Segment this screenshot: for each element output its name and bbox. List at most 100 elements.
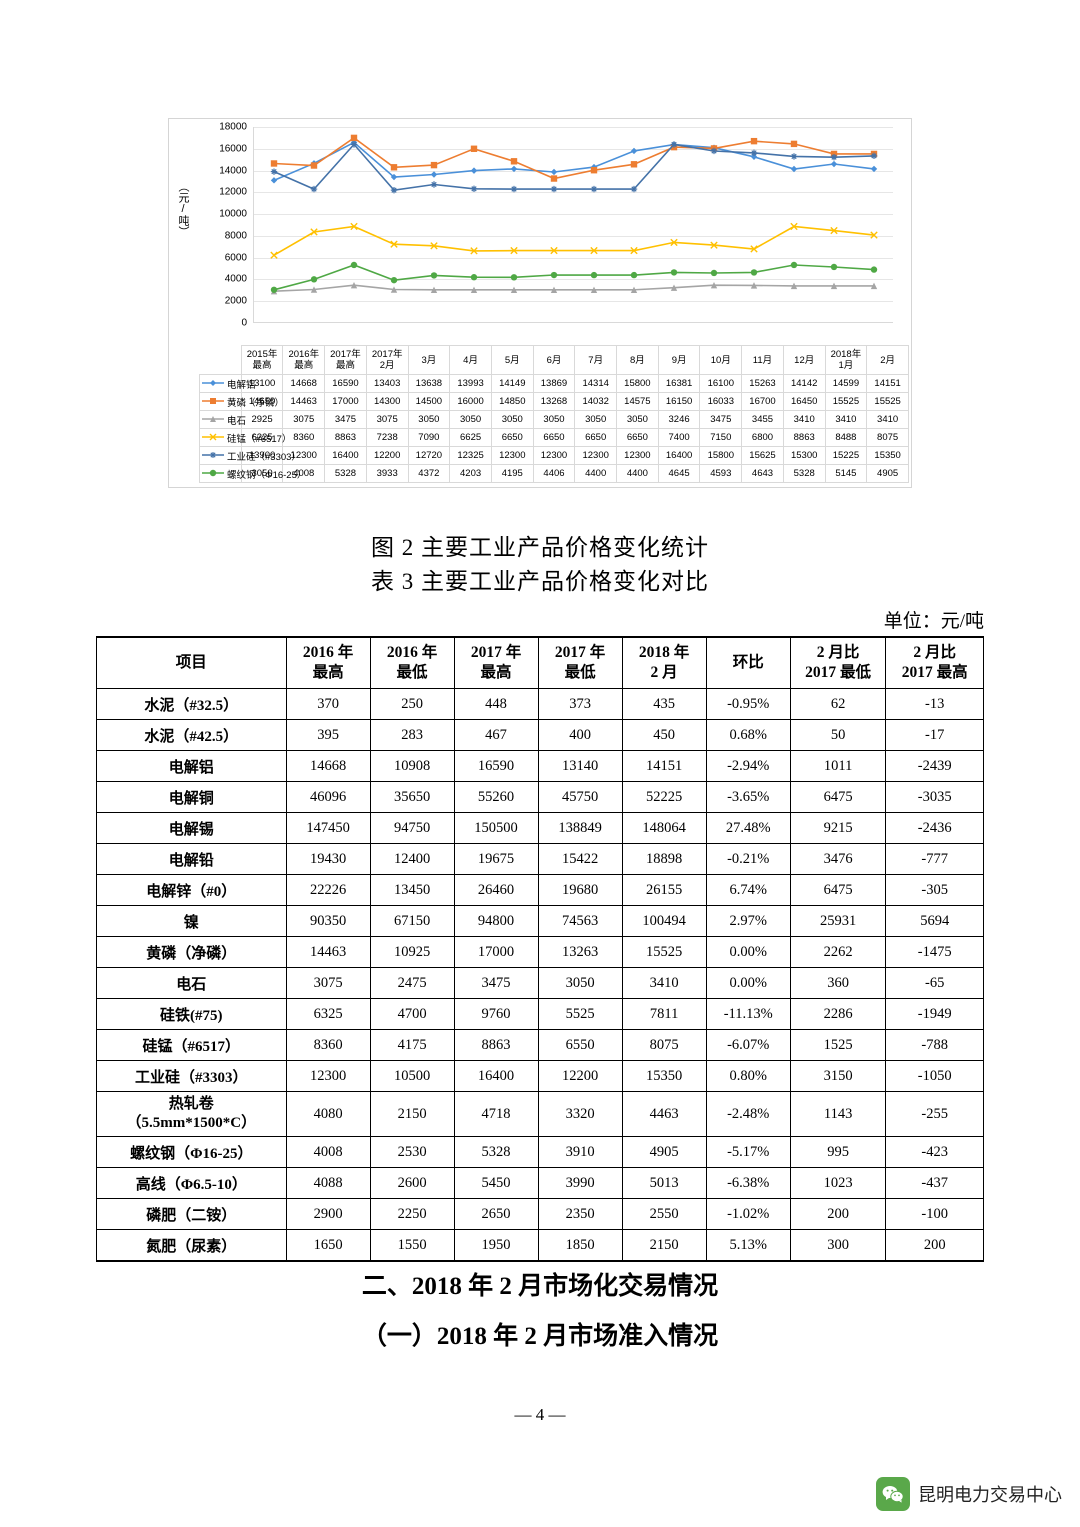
- chart-value-cell: 16400: [324, 446, 367, 465]
- table-row: 硅铁(#75) 6325 4700 9760 5525 7811 -11.13% 2286 -1…: [96, 998, 984, 1030]
- chart-value-cell: 16590: [324, 374, 367, 393]
- table-cell: -5.17%: [705, 1136, 791, 1168]
- table-cell: 4080: [285, 1091, 371, 1137]
- table-cell: 10908: [369, 750, 455, 782]
- table-cell: -788: [885, 1029, 984, 1061]
- table-cell: 147450: [285, 812, 371, 844]
- chart-value-cell: 15300: [782, 446, 826, 465]
- table-row-label: 电解铝: [96, 750, 287, 782]
- table-cell: 13450: [369, 874, 455, 906]
- table-cell: 373: [537, 688, 623, 720]
- table-cell: 10500: [369, 1060, 455, 1092]
- chart-value-cell: 6650: [532, 428, 576, 447]
- table-row: 电解铜 46096 35650 55260 45750 52225 -3.65% 6475 -3…: [96, 781, 984, 813]
- table-cell: 435: [621, 688, 707, 720]
- table-cell: -777: [885, 843, 984, 875]
- table-cell: 62: [789, 688, 887, 720]
- table-cell: -305: [885, 874, 984, 906]
- table-cell: 14463: [285, 936, 371, 968]
- table-cell: 9760: [453, 998, 539, 1030]
- table-cell: -1949: [885, 998, 984, 1030]
- chart-value-cell: 15800: [699, 446, 743, 465]
- chart-y-axis-ticks: 18000 16000 14000 12000 10000 8000 6000 …: [219, 121, 247, 329]
- chart-value-cell: 6650: [616, 428, 659, 447]
- table-cell: 0.00%: [705, 936, 791, 968]
- table-column-header: 环比: [705, 636, 791, 689]
- table-cell: 3410: [621, 967, 707, 999]
- table-cell: 19680: [537, 874, 623, 906]
- chart-value-cell: 6800: [741, 428, 784, 447]
- table-cell: 2350: [537, 1198, 623, 1230]
- chart-value-cell: 12300: [616, 446, 659, 465]
- table-cell: 4700: [369, 998, 455, 1030]
- table-cell: 94800: [453, 905, 539, 937]
- table-cell: 5.13%: [705, 1229, 791, 1262]
- table-cell: 3050: [537, 967, 623, 999]
- chart-value-cell: 4203: [449, 464, 492, 483]
- table-cell: 90350: [285, 905, 371, 937]
- chart-value-cell: 16700: [741, 392, 784, 411]
- chart-value-cell: 13638: [407, 374, 451, 393]
- table-cell: -0.21%: [705, 843, 791, 875]
- table-row: 工业硅（#3303） 12300 10500 16400 12200 15350 0.80%…: [96, 1060, 984, 1092]
- table-cell: 5328: [453, 1136, 539, 1168]
- table-cell: -423: [885, 1136, 984, 1168]
- chart-value-cell: 13268: [532, 392, 576, 411]
- chart-value-cell: 3050: [407, 410, 451, 429]
- chart-value-cell: 7400: [657, 428, 701, 447]
- table-cell: 1650: [285, 1229, 371, 1262]
- table-row: 电解铅 19430 12400 19675 15422 18898 -0.21% 3476 -7…: [96, 843, 984, 875]
- table-header-row: 项目 2016 年最高 2016 年最低 2017 年最高 2017 年最低 2018 年…: [96, 636, 984, 689]
- table-cell: 2550: [621, 1198, 707, 1230]
- table-cell: 3320: [537, 1091, 623, 1137]
- legend-marker-icon: [202, 469, 224, 480]
- table-row-label: 镍: [96, 905, 287, 937]
- table-cell: 1550: [369, 1229, 455, 1262]
- chart-figure: （元/吨） 18000 16000 14000 12000 10000 8000…: [168, 118, 912, 488]
- chart-value-cell: 15625: [741, 446, 784, 465]
- table-cell: 0.68%: [705, 719, 791, 751]
- chart-y-axis-label: （元/吨）: [177, 181, 189, 237]
- chart-value-cell: 15225: [824, 446, 868, 465]
- chart-value-cell: 4593: [699, 464, 743, 483]
- chart-legend-item: 螺纹钢（Φ16-25）: [199, 464, 306, 483]
- table-row-label: 水泥（#42.5）: [96, 719, 287, 751]
- table-cell: 3075: [285, 967, 371, 999]
- chart-value-cell: 14149: [490, 374, 534, 393]
- chart-value-cell: 12325: [449, 446, 492, 465]
- chart-series-row: 硅锰（#6517） 6225 8360 8863 7238 7090 6625 6650 665…: [199, 428, 909, 447]
- table-cell: 25931: [789, 905, 887, 937]
- chart-value-cell: 8075: [866, 428, 909, 447]
- table-cell: 2530: [369, 1136, 455, 1168]
- chart-svg: [270, 134, 878, 295]
- table-cell: 448: [453, 688, 539, 720]
- table-cell: -2.94%: [705, 750, 791, 782]
- chart-value-cell: 16381: [657, 374, 701, 393]
- table-cell: 2900: [285, 1198, 371, 1230]
- table-cell: 3990: [537, 1167, 623, 1199]
- chart-col-header: 2017年 最高: [324, 345, 367, 375]
- table-cell: -17: [885, 719, 984, 751]
- chart-value-cell: 12300: [532, 446, 576, 465]
- table-cell: 14151: [621, 750, 707, 782]
- table-cell: -0.95%: [705, 688, 791, 720]
- table-cell: 4463: [621, 1091, 707, 1137]
- table-cell: 12200: [537, 1060, 623, 1092]
- table-cell: 13140: [537, 750, 623, 782]
- chart-series-row: 电石 2925 3075 3475 3075 3050 3050 3050 3050 3050 30…: [199, 410, 909, 429]
- chart-value-cell: 2925: [240, 410, 284, 429]
- table-cell: 67150: [369, 905, 455, 937]
- table-cell: -1.02%: [705, 1198, 791, 1230]
- table-cell: 55260: [453, 781, 539, 813]
- chart-value-cell: 15800: [616, 374, 659, 393]
- table-row: 电解铝 14668 10908 16590 13140 14151 -2.94% 1011 -2…: [96, 750, 984, 782]
- chart-legend-item: 电石: [199, 410, 246, 429]
- table-cell: 4175: [369, 1029, 455, 1061]
- table-row-label: 电解铅: [96, 843, 287, 875]
- wechat-glyph: [882, 1486, 904, 1503]
- chart-value-cell: 14500: [407, 392, 451, 411]
- chart-value-cell: 16400: [657, 446, 701, 465]
- table-cell: 3150: [789, 1060, 887, 1092]
- table-cell: 138849: [537, 812, 623, 844]
- table-cell: 26460: [453, 874, 539, 906]
